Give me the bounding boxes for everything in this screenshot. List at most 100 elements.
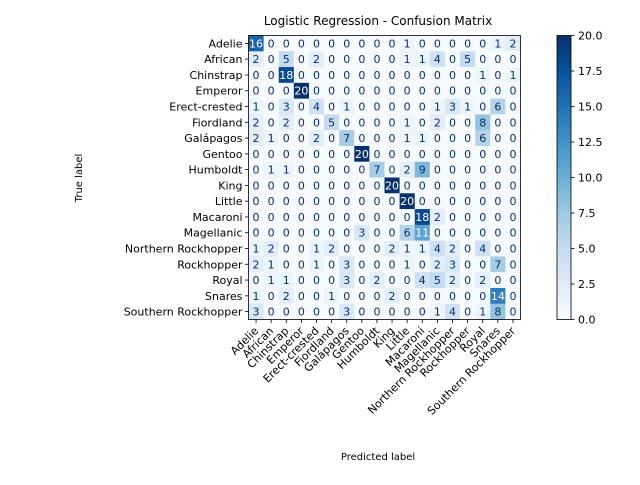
- heatmap-cell: [384, 287, 401, 305]
- cell-value: 0: [419, 85, 426, 98]
- cell-value: 2: [373, 274, 380, 287]
- cell-value: 1: [419, 243, 426, 256]
- heatmap-cell: [339, 209, 355, 226]
- heatmap-cell: [414, 224, 431, 242]
- cell-value: 0: [464, 306, 471, 319]
- heatmap-cell: [369, 114, 385, 131]
- heatmap-cell: [475, 272, 491, 289]
- cell-value: 0: [283, 227, 290, 240]
- cell-value: 0: [268, 195, 275, 208]
- cell-value: 3: [358, 227, 365, 240]
- heatmap-cell: [505, 193, 521, 210]
- heatmap-cell: [460, 67, 476, 84]
- cell-value: 0: [464, 132, 471, 145]
- heatmap-cell: [399, 272, 416, 289]
- heatmap-cell: [263, 177, 280, 194]
- chart-title: Logistic Regression - Confusion Matrix: [264, 14, 492, 28]
- cell-value: 0: [268, 211, 275, 224]
- cell-value: 0: [464, 179, 471, 192]
- heatmap-cell: [475, 161, 491, 178]
- heatmap-cell: [384, 82, 401, 100]
- cell-value: 0: [494, 227, 501, 240]
- heatmap-cell: [399, 240, 416, 257]
- heatmap-cell: [339, 272, 355, 289]
- cell-value: 9: [419, 164, 426, 177]
- heatmap-cell: [369, 224, 385, 242]
- heatmap-cell: [324, 193, 340, 210]
- heatmap-cell: [293, 240, 310, 257]
- cell-value: 0: [373, 116, 380, 129]
- heatmap-cell: [324, 209, 340, 226]
- cell-value: 0: [373, 211, 380, 224]
- heatmap-cell: [490, 256, 506, 273]
- heatmap-cell: [278, 67, 295, 84]
- cell-value: 0: [328, 274, 335, 287]
- heatmap-cell: [490, 145, 506, 163]
- cell-value: 0: [389, 164, 396, 177]
- heatmap-cell: [444, 224, 461, 242]
- cell-value: 0: [328, 37, 335, 50]
- heatmap-cell: [354, 51, 370, 68]
- heatmap-cell: [399, 98, 416, 115]
- cell-value: 0: [464, 37, 471, 50]
- cell-value: 0: [494, 148, 501, 161]
- cell-value: 1: [434, 306, 441, 319]
- heatmap-cell: [384, 256, 401, 273]
- cell-value: 0: [479, 195, 486, 208]
- heatmap-cell: [369, 67, 385, 84]
- heatmap-cell: [324, 145, 340, 163]
- cell-value: 0: [494, 195, 501, 208]
- heatmap-cell: [293, 35, 310, 52]
- cell-value: 7: [494, 258, 501, 271]
- cell-value: 0: [389, 227, 396, 240]
- cell-value: 0: [494, 179, 501, 192]
- cell-value: 0: [419, 179, 426, 192]
- heatmap-cell: [460, 256, 476, 273]
- cell-value: 0: [404, 148, 411, 161]
- heatmap-cell: [475, 193, 491, 210]
- cell-value: 0: [509, 53, 516, 66]
- y-tick-label: Emperor: [196, 85, 243, 98]
- heatmap-cell: [505, 303, 521, 320]
- heatmap-cell: [460, 51, 476, 68]
- heatmap-cell: [429, 67, 446, 84]
- cell-value: 0: [404, 211, 411, 224]
- cell-value: 0: [509, 85, 516, 98]
- cell-value: 0: [328, 211, 335, 224]
- cell-value: 0: [298, 69, 305, 82]
- cell-value: 1: [479, 306, 486, 319]
- cell-value: 0: [313, 69, 320, 82]
- heatmap-cell: [490, 82, 506, 100]
- heatmap-cell: [293, 209, 310, 226]
- cell-value: 0: [509, 164, 516, 177]
- cell-value: 0: [509, 306, 516, 319]
- colorbar-tick-label: 10.0: [578, 172, 603, 185]
- cell-value: 4: [479, 243, 486, 256]
- cell-value: 0: [389, 53, 396, 66]
- cell-value: 0: [298, 164, 305, 177]
- cell-value: 0: [494, 69, 501, 82]
- cell-value: 0: [283, 85, 290, 98]
- heatmap-cell: [293, 130, 310, 147]
- cell-value: 0: [373, 290, 380, 303]
- heatmap-cell: [490, 240, 506, 257]
- heatmap-cell: [429, 240, 446, 257]
- heatmap-cell: [490, 130, 506, 147]
- heatmap-cell: [369, 35, 385, 52]
- heatmap-cell: [475, 35, 491, 52]
- cell-value: 0: [509, 148, 516, 161]
- heatmap-cell: [490, 161, 506, 178]
- heatmap-cell: [490, 272, 506, 289]
- cell-value: 3: [343, 258, 350, 271]
- heatmap-cell: [444, 98, 461, 115]
- heatmap-cell: [248, 35, 265, 52]
- heatmap-cell: [490, 224, 506, 242]
- cell-value: 5: [464, 53, 471, 66]
- cell-value: 0: [343, 211, 350, 224]
- cell-value: 1: [404, 116, 411, 129]
- cell-value: 0: [449, 290, 456, 303]
- cell-value: 2: [434, 211, 441, 224]
- cell-value: 2: [389, 243, 396, 256]
- cell-value: 0: [343, 179, 350, 192]
- heatmap-cell: [354, 177, 370, 194]
